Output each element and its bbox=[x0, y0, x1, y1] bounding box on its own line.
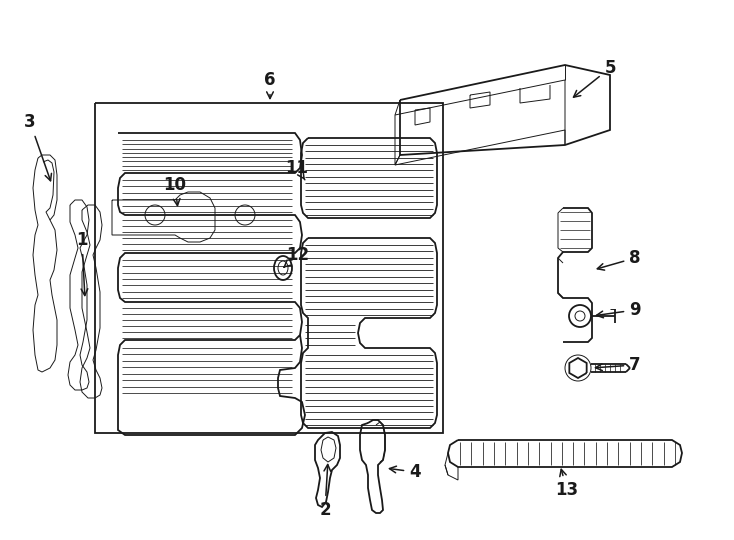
Text: 2: 2 bbox=[319, 464, 331, 519]
Text: 7: 7 bbox=[595, 356, 641, 374]
Text: 3: 3 bbox=[24, 113, 51, 181]
Text: 5: 5 bbox=[573, 59, 616, 97]
Text: 12: 12 bbox=[284, 246, 310, 267]
Text: 4: 4 bbox=[390, 463, 421, 481]
Text: 10: 10 bbox=[164, 176, 186, 206]
Text: 8: 8 bbox=[597, 249, 641, 270]
Text: 11: 11 bbox=[286, 159, 308, 180]
Text: 9: 9 bbox=[597, 301, 641, 319]
Text: 13: 13 bbox=[556, 469, 578, 499]
Text: 6: 6 bbox=[264, 71, 276, 98]
Text: 1: 1 bbox=[76, 231, 88, 295]
